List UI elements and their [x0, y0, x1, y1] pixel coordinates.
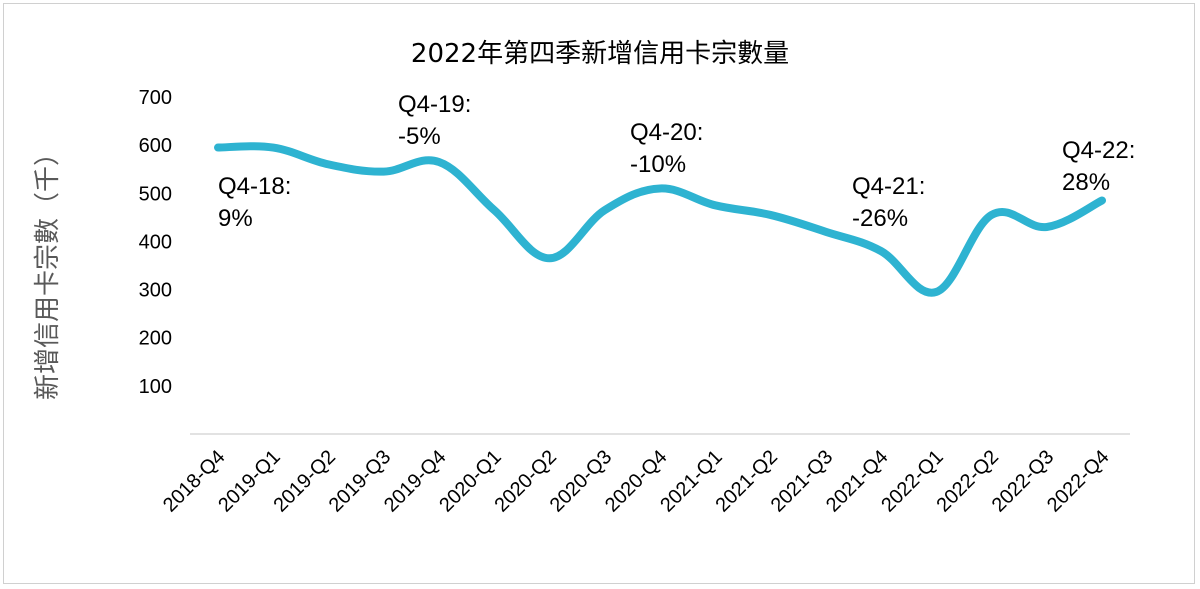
y-tick-label: 600 — [139, 135, 172, 157]
x-tick-label: 2022-Q4 — [1043, 446, 1114, 517]
annotation-label: 28% — [1062, 169, 1110, 196]
annotation-label: Q4-18: — [218, 173, 291, 200]
y-tick-label: 700 — [139, 87, 172, 109]
annotation-label: -5% — [398, 123, 441, 150]
annotation-label: 9% — [218, 205, 253, 232]
x-axis-ticks: 2018-Q42019-Q12019-Q22019-Q32019-Q42020-… — [159, 446, 1114, 517]
annotation-label: Q4-21: — [852, 173, 925, 200]
annotation-label: Q4-19: — [398, 91, 471, 118]
annotation-label: Q4-22: — [1062, 137, 1135, 164]
annotations: Q4-18: 9% Q4-19: -5% Q4-20: -10% Q4-21: -26% Q4-… — [218, 91, 1135, 232]
annotation-label: Q4-20: — [630, 119, 703, 146]
y-tick-label: 300 — [139, 280, 172, 302]
chart-title: 2022年第四季新增信用卡宗數量 — [411, 39, 789, 69]
chart-frame — [3, 3, 1195, 584]
annotation-label: -26% — [852, 205, 908, 232]
y-tick-label: 200 — [139, 328, 172, 350]
y-axis-ticks: 700 600 500 400 300 200 100 — [139, 87, 172, 398]
y-tick-label: 400 — [139, 231, 172, 253]
series-line — [214, 142, 1106, 297]
y-tick-label: 500 — [139, 183, 172, 205]
annotation-label: -10% — [630, 151, 686, 178]
y-tick-label: 100 — [139, 376, 172, 398]
y-axis-label: 新增信用卡宗數（千） — [33, 140, 63, 400]
